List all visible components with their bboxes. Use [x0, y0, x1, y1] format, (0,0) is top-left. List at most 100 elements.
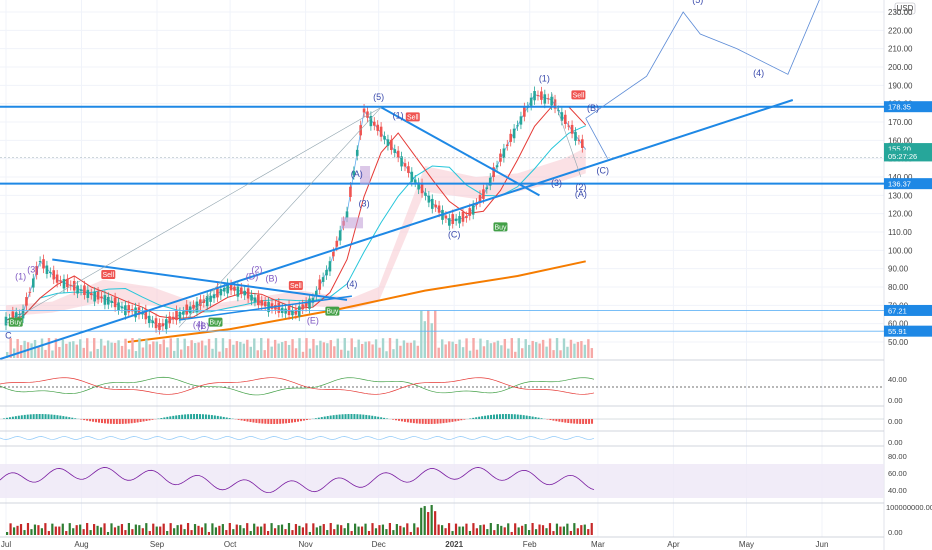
- macd-histogram-bar: [338, 414, 341, 419]
- volume-panel-bar: [193, 524, 197, 535]
- currency-label: USD: [897, 4, 914, 13]
- candle-body: [332, 251, 335, 257]
- candle-body: [509, 133, 513, 142]
- signal-tag-label: Sell: [573, 92, 585, 99]
- volume-panel-bar: [190, 530, 193, 535]
- macd-histogram-bar: [519, 414, 522, 419]
- volume-bar: [246, 339, 249, 358]
- candle-body: [236, 286, 240, 297]
- candle-body: [233, 286, 236, 291]
- candle-body: [454, 218, 458, 222]
- macd-histogram-bar: [395, 419, 398, 421]
- volume-panel-bar: [103, 523, 106, 535]
- volume-bar: [193, 343, 197, 358]
- candle-body: [240, 287, 243, 294]
- volume-bar: [517, 338, 520, 358]
- volume-panel-bar: [472, 523, 475, 535]
- volume-bar: [364, 341, 367, 358]
- price-tick-label: 160.00: [888, 136, 913, 145]
- candle-body: [413, 179, 417, 183]
- signal-tag: Sell: [405, 112, 420, 122]
- volume-tick-bottom: 0.00: [888, 528, 903, 537]
- volume-panel-bar: [534, 529, 538, 535]
- candle-body: [546, 98, 550, 100]
- price-tick-label: 100.00: [888, 246, 913, 255]
- macd-histogram-bar: [510, 414, 513, 419]
- candle-body: [434, 204, 437, 208]
- candle-body: [352, 171, 356, 176]
- volume-bar: [562, 338, 566, 358]
- signal-tag-label: Sell: [407, 114, 419, 121]
- volume-panel-bar: [280, 524, 284, 535]
- price-tag-label: 136.37: [888, 180, 911, 189]
- volume-bar: [273, 339, 277, 358]
- candle-body: [134, 307, 137, 318]
- candle-body: [192, 304, 195, 309]
- candle-body: [178, 311, 182, 319]
- oscillator-panel[interactable]: [0, 376, 884, 396]
- volume-bar: [489, 343, 493, 358]
- wave-label: (3): [359, 198, 370, 208]
- macd-histogram-bar: [513, 414, 516, 419]
- macd-histogram-bar: [516, 414, 519, 419]
- volume-bar: [385, 351, 388, 358]
- macd-panel[interactable]: [0, 414, 884, 424]
- candle-body: [563, 114, 567, 124]
- volume-panel-bar: [61, 523, 64, 535]
- volume-bar: [249, 346, 252, 358]
- volume-bar: [110, 342, 113, 358]
- candle-body: [195, 301, 199, 312]
- volume-panel-bar: [166, 531, 169, 535]
- price-tick-label: 140.00: [888, 173, 913, 182]
- currency-badge[interactable]: [894, 2, 916, 15]
- volume-bar: [134, 351, 138, 358]
- price-tick-label: 130.00: [888, 191, 913, 200]
- volume-panel-bar: [228, 523, 231, 535]
- macd-histogram-bar: [549, 419, 552, 421]
- volume-panel-bar: [555, 523, 559, 535]
- time-axis[interactable]: Jul Aug Sep Oct Nov Dec 2021 Feb Mar Apr May Jun: [1, 540, 829, 549]
- fan-line: [5, 107, 382, 324]
- macd-histogram-bar: [403, 419, 406, 422]
- wedge-lower: [178, 295, 352, 321]
- volume-panel-bar: [169, 523, 172, 535]
- macd-histogram-bar: [145, 419, 148, 421]
- osc-line-plus: [0, 376, 595, 396]
- volume-bar: [51, 350, 54, 358]
- volume-panel-bar: [392, 530, 395, 535]
- volume-bar: [72, 341, 75, 358]
- volume-bar: [23, 340, 26, 358]
- macd-histogram-bar: [35, 414, 38, 419]
- candle-body: [164, 319, 168, 330]
- rsi-panel[interactable]: [0, 464, 884, 498]
- candle-body: [359, 125, 362, 136]
- volume-panel[interactable]: [6, 505, 593, 535]
- volume-bar: [131, 338, 134, 358]
- volume-bar: [406, 342, 409, 358]
- volume-bar: [93, 338, 96, 358]
- signal-tag-bg: [288, 281, 303, 290]
- macd-histogram-bar: [383, 417, 386, 419]
- volume-panel-bar: [16, 525, 19, 535]
- macd-histogram-bar: [47, 414, 50, 419]
- candle-body: [110, 300, 114, 303]
- price-tick-label: 200.00: [888, 63, 913, 72]
- rsi-tick-60: 60.00: [888, 469, 907, 478]
- volume-bar: [267, 338, 270, 358]
- volume-bar: [65, 343, 68, 358]
- wave-label: (1): [393, 110, 404, 120]
- volume-panel-bar: [552, 531, 555, 535]
- volume-panel-bar: [82, 529, 85, 535]
- candle-body: [519, 116, 523, 125]
- volume-panel-bar: [120, 524, 124, 535]
- candle-body: [86, 289, 90, 298]
- volume-bar: [106, 340, 110, 358]
- volume-panel-bar: [256, 526, 259, 535]
- price-axis[interactable]: [884, 0, 932, 550]
- volume-bar: [545, 346, 548, 358]
- candle-body: [424, 192, 427, 196]
- volume-panel-bar: [416, 527, 419, 535]
- candle-body: [451, 214, 455, 224]
- mini-indicator-panel[interactable]: [0, 436, 595, 440]
